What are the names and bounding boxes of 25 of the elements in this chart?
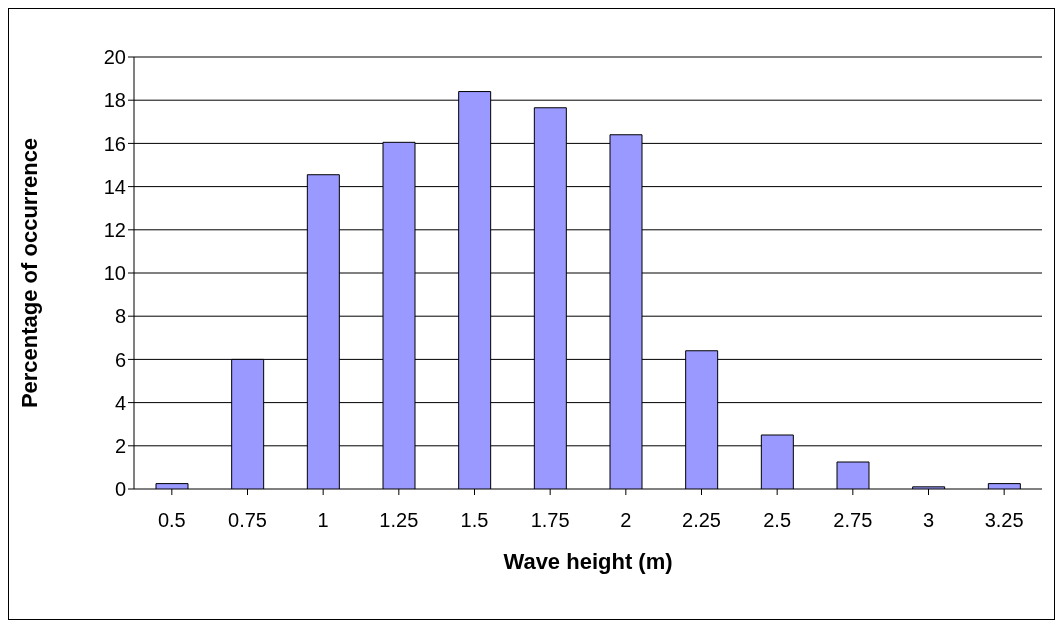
y-tick-label: 12 bbox=[103, 218, 126, 241]
y-tick-label: 14 bbox=[103, 175, 126, 198]
x-tick-label: 1.75 bbox=[530, 509, 570, 532]
x-tick-label: 2 bbox=[620, 509, 632, 532]
x-tick-label: 1 bbox=[317, 509, 329, 532]
y-tick-label: 6 bbox=[114, 348, 126, 371]
x-tick-label: 3.25 bbox=[984, 509, 1024, 532]
y-tick-label: 16 bbox=[103, 132, 126, 155]
x-tick-label: 1.25 bbox=[379, 509, 419, 532]
x-tick-label: 2.25 bbox=[682, 509, 721, 532]
y-tick-label: 8 bbox=[114, 305, 126, 328]
x-axis-title: Wave height (m) bbox=[503, 549, 673, 574]
x-tick-label: 2.5 bbox=[763, 509, 792, 532]
x-tick-label: 0.75 bbox=[228, 509, 267, 532]
y-tick-label: 10 bbox=[103, 262, 126, 285]
y-tick-label: 2 bbox=[114, 434, 126, 457]
y-tick-label: 20 bbox=[103, 46, 126, 69]
y-tick-label: 0 bbox=[114, 478, 126, 501]
y-axis-title: Percentage of occurrence bbox=[16, 137, 42, 409]
y-tick-label: 4 bbox=[114, 391, 126, 414]
x-tick-label: 0.5 bbox=[157, 509, 186, 532]
x-tick-label: 3 bbox=[922, 509, 935, 532]
x-tick-label: 1.5 bbox=[460, 509, 489, 532]
x-tick-label: 2.75 bbox=[833, 509, 873, 532]
y-tick-label: 18 bbox=[103, 89, 126, 112]
